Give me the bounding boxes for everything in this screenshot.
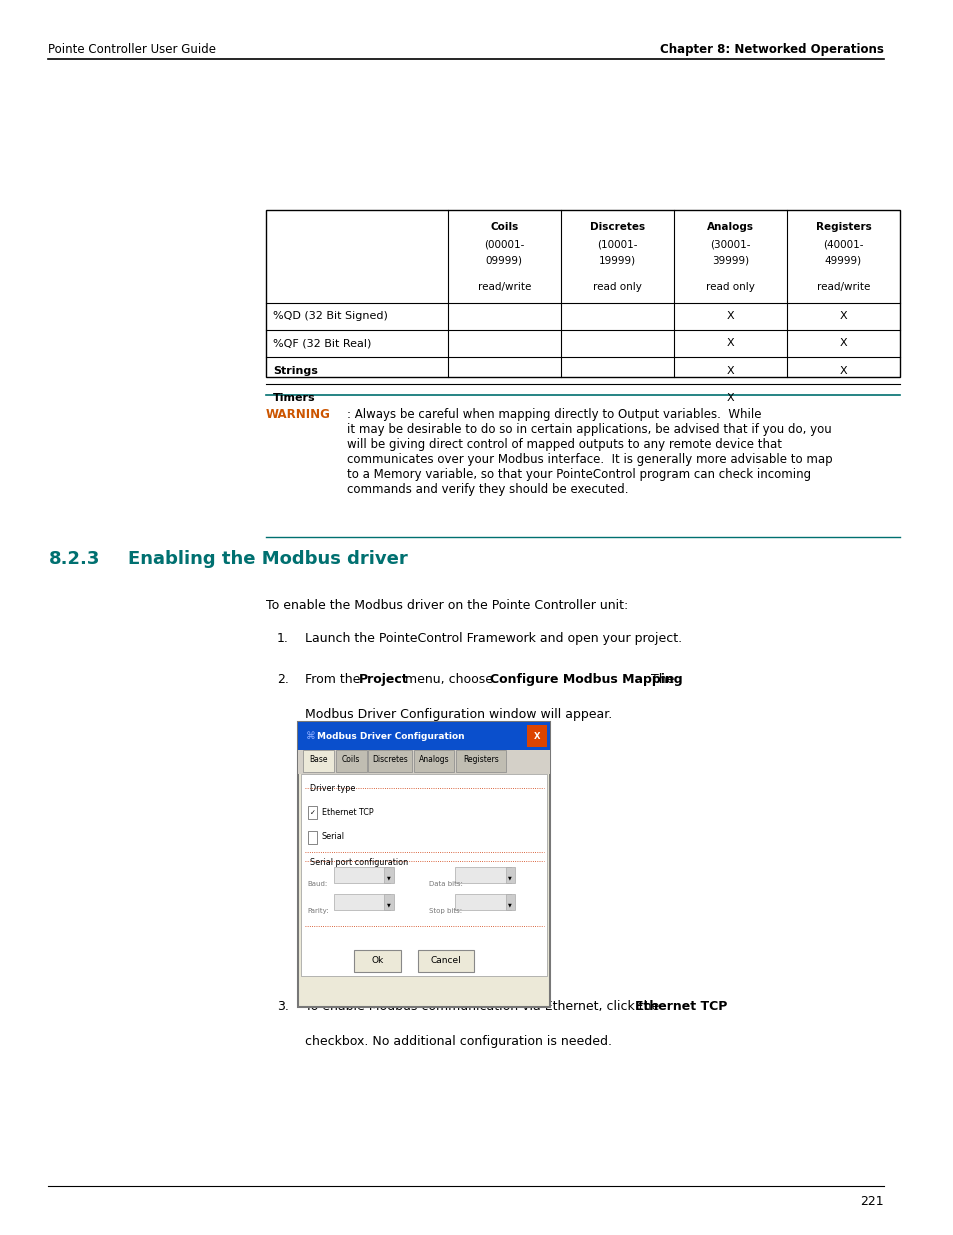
- Text: %QD (32 Bit Signed): %QD (32 Bit Signed): [273, 311, 388, 321]
- Text: Coils: Coils: [490, 222, 517, 232]
- Text: Project: Project: [358, 673, 408, 687]
- Text: ⌘: ⌘: [306, 731, 315, 741]
- Text: ▼: ▼: [508, 876, 512, 881]
- Text: : Always be careful when mapping directly to Output variables.  While
it may be : : Always be careful when mapping directl…: [347, 408, 832, 495]
- Text: X: X: [839, 366, 846, 375]
- Text: Modbus Driver Configuration: Modbus Driver Configuration: [316, 731, 464, 741]
- Text: Analogs: Analogs: [706, 222, 753, 232]
- Text: Registers: Registers: [462, 755, 498, 764]
- Bar: [526, 725, 547, 747]
- Text: (30001-: (30001-: [709, 240, 750, 249]
- Text: From the: From the: [305, 673, 364, 687]
- Text: Ethernet TCP: Ethernet TCP: [321, 808, 373, 816]
- Text: (10001-: (10001-: [597, 240, 637, 249]
- Text: Serial port configuration: Serial port configuration: [310, 858, 407, 867]
- Text: Launch the PointeControl Framework and open your project.: Launch the PointeControl Framework and o…: [305, 632, 681, 646]
- Text: Pointe Controller User Guide: Pointe Controller User Guide: [49, 42, 216, 56]
- Text: 1.: 1.: [276, 632, 289, 646]
- Text: ✓: ✓: [309, 810, 315, 815]
- Text: Analogs: Analogs: [418, 755, 449, 764]
- Text: X: X: [534, 731, 540, 741]
- Text: read only: read only: [592, 282, 641, 291]
- Bar: [266, 210, 899, 377]
- Text: X: X: [726, 366, 734, 375]
- Bar: [298, 722, 550, 750]
- Text: 09999): 09999): [485, 256, 522, 266]
- Text: Serial: Serial: [321, 832, 344, 841]
- Bar: [308, 806, 316, 819]
- Text: X: X: [726, 393, 734, 403]
- Text: read only: read only: [705, 282, 754, 291]
- Text: .  The: . The: [639, 673, 674, 687]
- Text: Chapter 8: Networked Operations: Chapter 8: Networked Operations: [659, 42, 883, 56]
- Text: ▼: ▼: [387, 876, 391, 881]
- Bar: [505, 894, 515, 910]
- Text: (00001-: (00001-: [483, 240, 524, 249]
- Bar: [303, 750, 334, 772]
- Text: Parity:: Parity:: [308, 908, 329, 914]
- Text: Ethernet TCP: Ethernet TCP: [635, 1000, 727, 1014]
- Text: 39999): 39999): [711, 256, 748, 266]
- Text: X: X: [726, 338, 734, 348]
- Text: To enable Modbus communication via Ethernet, click the: To enable Modbus communication via Ether…: [305, 1000, 662, 1014]
- Text: (40001-: (40001-: [822, 240, 862, 249]
- Text: Coils: Coils: [341, 755, 360, 764]
- Text: Timers: Timers: [273, 393, 315, 403]
- Bar: [455, 867, 511, 883]
- Text: read/write: read/write: [477, 282, 531, 291]
- Bar: [298, 722, 550, 1007]
- Text: 3.: 3.: [276, 1000, 289, 1014]
- Bar: [335, 750, 366, 772]
- Text: Baud:: Baud:: [308, 881, 328, 887]
- Bar: [384, 894, 394, 910]
- Text: 8.2.3: 8.2.3: [49, 550, 100, 568]
- Text: Strings: Strings: [273, 366, 317, 375]
- Bar: [384, 867, 394, 883]
- Bar: [414, 750, 454, 772]
- Text: Stop bits:: Stop bits:: [429, 908, 461, 914]
- Text: ▼: ▼: [508, 903, 512, 908]
- Bar: [308, 831, 316, 844]
- Text: Cancel: Cancel: [430, 956, 460, 966]
- Text: 49999): 49999): [824, 256, 862, 266]
- Text: Driver type: Driver type: [310, 784, 355, 793]
- Text: Ok: Ok: [372, 956, 383, 966]
- Bar: [455, 894, 511, 910]
- Bar: [298, 750, 550, 774]
- Text: Configure Modbus Mapping: Configure Modbus Mapping: [489, 673, 681, 687]
- Text: Data bits:: Data bits:: [429, 881, 462, 887]
- Text: read/write: read/write: [816, 282, 869, 291]
- Bar: [355, 950, 400, 972]
- Text: %QF (32 Bit Real): %QF (32 Bit Real): [273, 338, 372, 348]
- Bar: [334, 894, 390, 910]
- Text: Discretes: Discretes: [372, 755, 408, 764]
- Text: menu, choose: menu, choose: [400, 673, 497, 687]
- Text: Registers: Registers: [815, 222, 870, 232]
- Text: To enable the Modbus driver on the Pointe Controller unit:: To enable the Modbus driver on the Point…: [266, 599, 627, 613]
- Bar: [334, 867, 390, 883]
- Text: X: X: [726, 311, 734, 321]
- Text: 221: 221: [860, 1194, 883, 1208]
- Text: ▼: ▼: [387, 903, 391, 908]
- Text: 2.: 2.: [276, 673, 289, 687]
- Text: 19999): 19999): [598, 256, 636, 266]
- Text: checkbox. No additional configuration is needed.: checkbox. No additional configuration is…: [305, 1035, 611, 1049]
- Text: X: X: [839, 311, 846, 321]
- Bar: [417, 950, 474, 972]
- Text: X: X: [839, 338, 846, 348]
- Text: Discretes: Discretes: [589, 222, 644, 232]
- Text: Enabling the Modbus driver: Enabling the Modbus driver: [128, 550, 407, 568]
- Text: Modbus Driver Configuration window will appear.: Modbus Driver Configuration window will …: [305, 708, 612, 721]
- Bar: [368, 750, 412, 772]
- Bar: [456, 750, 505, 772]
- Text: Base: Base: [309, 755, 328, 764]
- Bar: [301, 774, 547, 976]
- Bar: [505, 867, 515, 883]
- Text: WARNING: WARNING: [266, 408, 331, 421]
